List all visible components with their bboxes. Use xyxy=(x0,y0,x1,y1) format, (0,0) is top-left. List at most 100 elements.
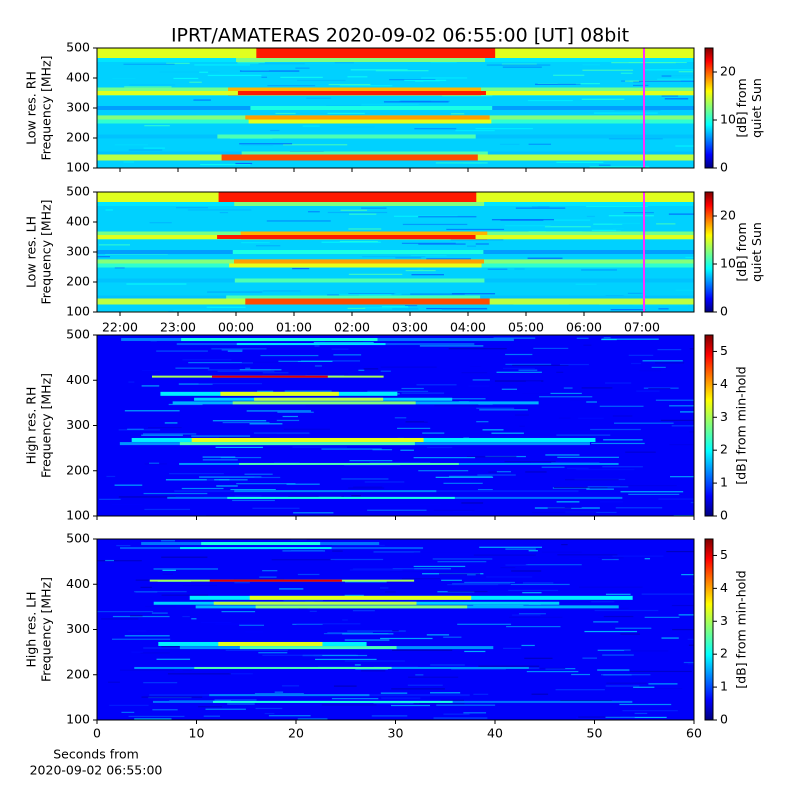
heatmap-noise xyxy=(597,669,630,671)
heatmap-noise xyxy=(559,363,589,366)
heatmap-noise xyxy=(468,385,490,387)
heatmap-noise xyxy=(348,273,403,275)
heatmap-noise xyxy=(194,64,251,66)
colorbar-tick-label: 1 xyxy=(720,475,728,490)
heatmap-band xyxy=(201,542,321,546)
x-tick-label: 03:00 xyxy=(392,320,428,335)
heatmap-noise xyxy=(349,460,393,462)
heatmap-noise xyxy=(496,471,511,473)
heatmap-band xyxy=(239,462,459,465)
heatmap-noise xyxy=(372,449,393,451)
heatmap-noise xyxy=(262,290,301,292)
heatmap-noise xyxy=(98,498,121,500)
heatmap-noise xyxy=(114,144,148,146)
heatmap-noise xyxy=(239,624,264,626)
heatmap-noise xyxy=(140,652,170,654)
heatmap-noise xyxy=(401,387,424,390)
heatmap-noise xyxy=(423,420,447,422)
heatmap-noise xyxy=(602,466,643,468)
heatmap-noise xyxy=(447,584,499,586)
heatmap-noise xyxy=(97,610,154,613)
heatmap-noise xyxy=(687,638,694,640)
heatmap-noise xyxy=(581,387,613,389)
heatmap-band xyxy=(212,700,453,703)
heatmap-noise xyxy=(416,384,457,386)
heatmap-noise xyxy=(344,660,405,662)
heatmap-noise xyxy=(283,428,330,430)
heatmap-noise xyxy=(392,568,451,570)
heatmap-noise xyxy=(603,615,634,618)
heatmap-noise xyxy=(575,717,635,719)
heatmap-noise xyxy=(404,79,447,82)
heatmap-noise xyxy=(586,215,595,218)
heatmap-noise xyxy=(558,417,571,419)
heatmap-noise xyxy=(553,487,608,489)
heatmap-noise xyxy=(443,482,483,484)
heatmap-band xyxy=(218,192,477,205)
heatmap-noise xyxy=(610,309,646,311)
heatmap-noise xyxy=(501,388,518,390)
heatmap-noise xyxy=(123,161,135,163)
heatmap-noise xyxy=(234,582,250,584)
heatmap-noise xyxy=(615,627,652,629)
heatmap-noise xyxy=(378,503,442,505)
x-tick-label: 20 xyxy=(288,726,304,741)
heatmap-noise xyxy=(648,683,678,685)
heatmap-noise xyxy=(472,379,490,381)
heatmap-noise xyxy=(584,630,638,633)
heatmap-noise xyxy=(200,164,251,166)
heatmap-noise xyxy=(109,704,149,706)
heatmap-noise xyxy=(147,427,182,429)
heatmap-noise xyxy=(443,512,477,514)
heatmap-noise xyxy=(340,209,368,211)
heatmap-noise xyxy=(522,582,554,584)
heatmap-noise xyxy=(476,407,515,409)
heatmap-noise xyxy=(527,99,573,102)
heatmap-noise xyxy=(426,634,450,636)
heatmap-noise xyxy=(544,226,591,228)
heatmap-noise xyxy=(632,304,689,306)
y-axis-label: High res. RH xyxy=(24,387,39,465)
heatmap-noise xyxy=(430,61,457,63)
heatmap-noise xyxy=(111,638,171,640)
colorbar-label: [dB] from xyxy=(734,222,749,281)
heatmap-noise xyxy=(339,126,375,128)
heatmap-noise xyxy=(237,62,265,64)
heatmap-noise xyxy=(628,493,680,496)
heatmap-noise xyxy=(241,242,270,244)
heatmap-noise xyxy=(620,491,684,493)
heatmap-noise xyxy=(178,383,213,385)
heatmap-noise xyxy=(598,557,624,559)
heatmap-noise xyxy=(512,614,541,616)
heatmap-noise xyxy=(582,657,598,659)
heatmap-noise xyxy=(339,240,378,243)
heatmap-noise xyxy=(354,344,397,346)
heatmap-noise xyxy=(510,583,570,586)
heatmap-noise xyxy=(352,610,375,612)
heatmap-noise xyxy=(245,367,251,369)
heatmap-noise xyxy=(227,350,243,352)
y-tick-label: 100 xyxy=(66,304,90,319)
heatmap-band xyxy=(213,601,417,605)
heatmap-noise xyxy=(576,337,589,339)
heatmap-noise xyxy=(112,77,136,80)
heatmap-noise xyxy=(199,476,262,478)
heatmap-noise xyxy=(222,421,270,424)
heatmap-noise xyxy=(97,256,110,258)
heatmap-noise xyxy=(556,434,611,436)
heatmap-noise xyxy=(432,558,493,560)
heatmap-noise xyxy=(411,274,444,276)
heatmap-band xyxy=(211,375,328,378)
heatmap-noise xyxy=(225,649,288,651)
x-tick-label: 60 xyxy=(686,726,702,741)
x-tick-label: 00:00 xyxy=(218,320,254,335)
heatmap-noise xyxy=(401,578,440,580)
heatmap-noise xyxy=(141,434,183,436)
heatmap-noise xyxy=(614,422,674,424)
heatmap-noise xyxy=(353,590,398,592)
heatmap-band xyxy=(179,442,415,446)
heatmap-noise xyxy=(571,673,591,676)
heatmap-noise xyxy=(215,446,263,448)
heatmap-noise xyxy=(417,268,424,270)
